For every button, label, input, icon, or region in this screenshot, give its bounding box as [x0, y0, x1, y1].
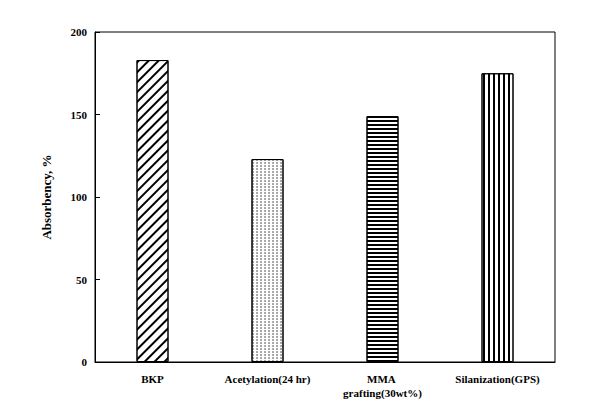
svg-text:Absorbency, %: Absorbency, %: [39, 154, 54, 239]
svg-text:50: 50: [76, 274, 88, 286]
svg-text:MMA: MMA: [367, 373, 398, 385]
svg-text:0: 0: [82, 356, 88, 368]
svg-text:BKP: BKP: [141, 373, 164, 385]
svg-text:grafting(30wt%): grafting(30wt%): [343, 387, 422, 400]
svg-text:150: 150: [71, 109, 88, 121]
svg-text:Acetylation(24 hr): Acetylation(24 hr): [225, 373, 311, 386]
svg-text:200: 200: [71, 26, 88, 38]
svg-text:Silanization(GPS): Silanization(GPS): [455, 373, 540, 386]
svg-text:100: 100: [71, 191, 88, 203]
